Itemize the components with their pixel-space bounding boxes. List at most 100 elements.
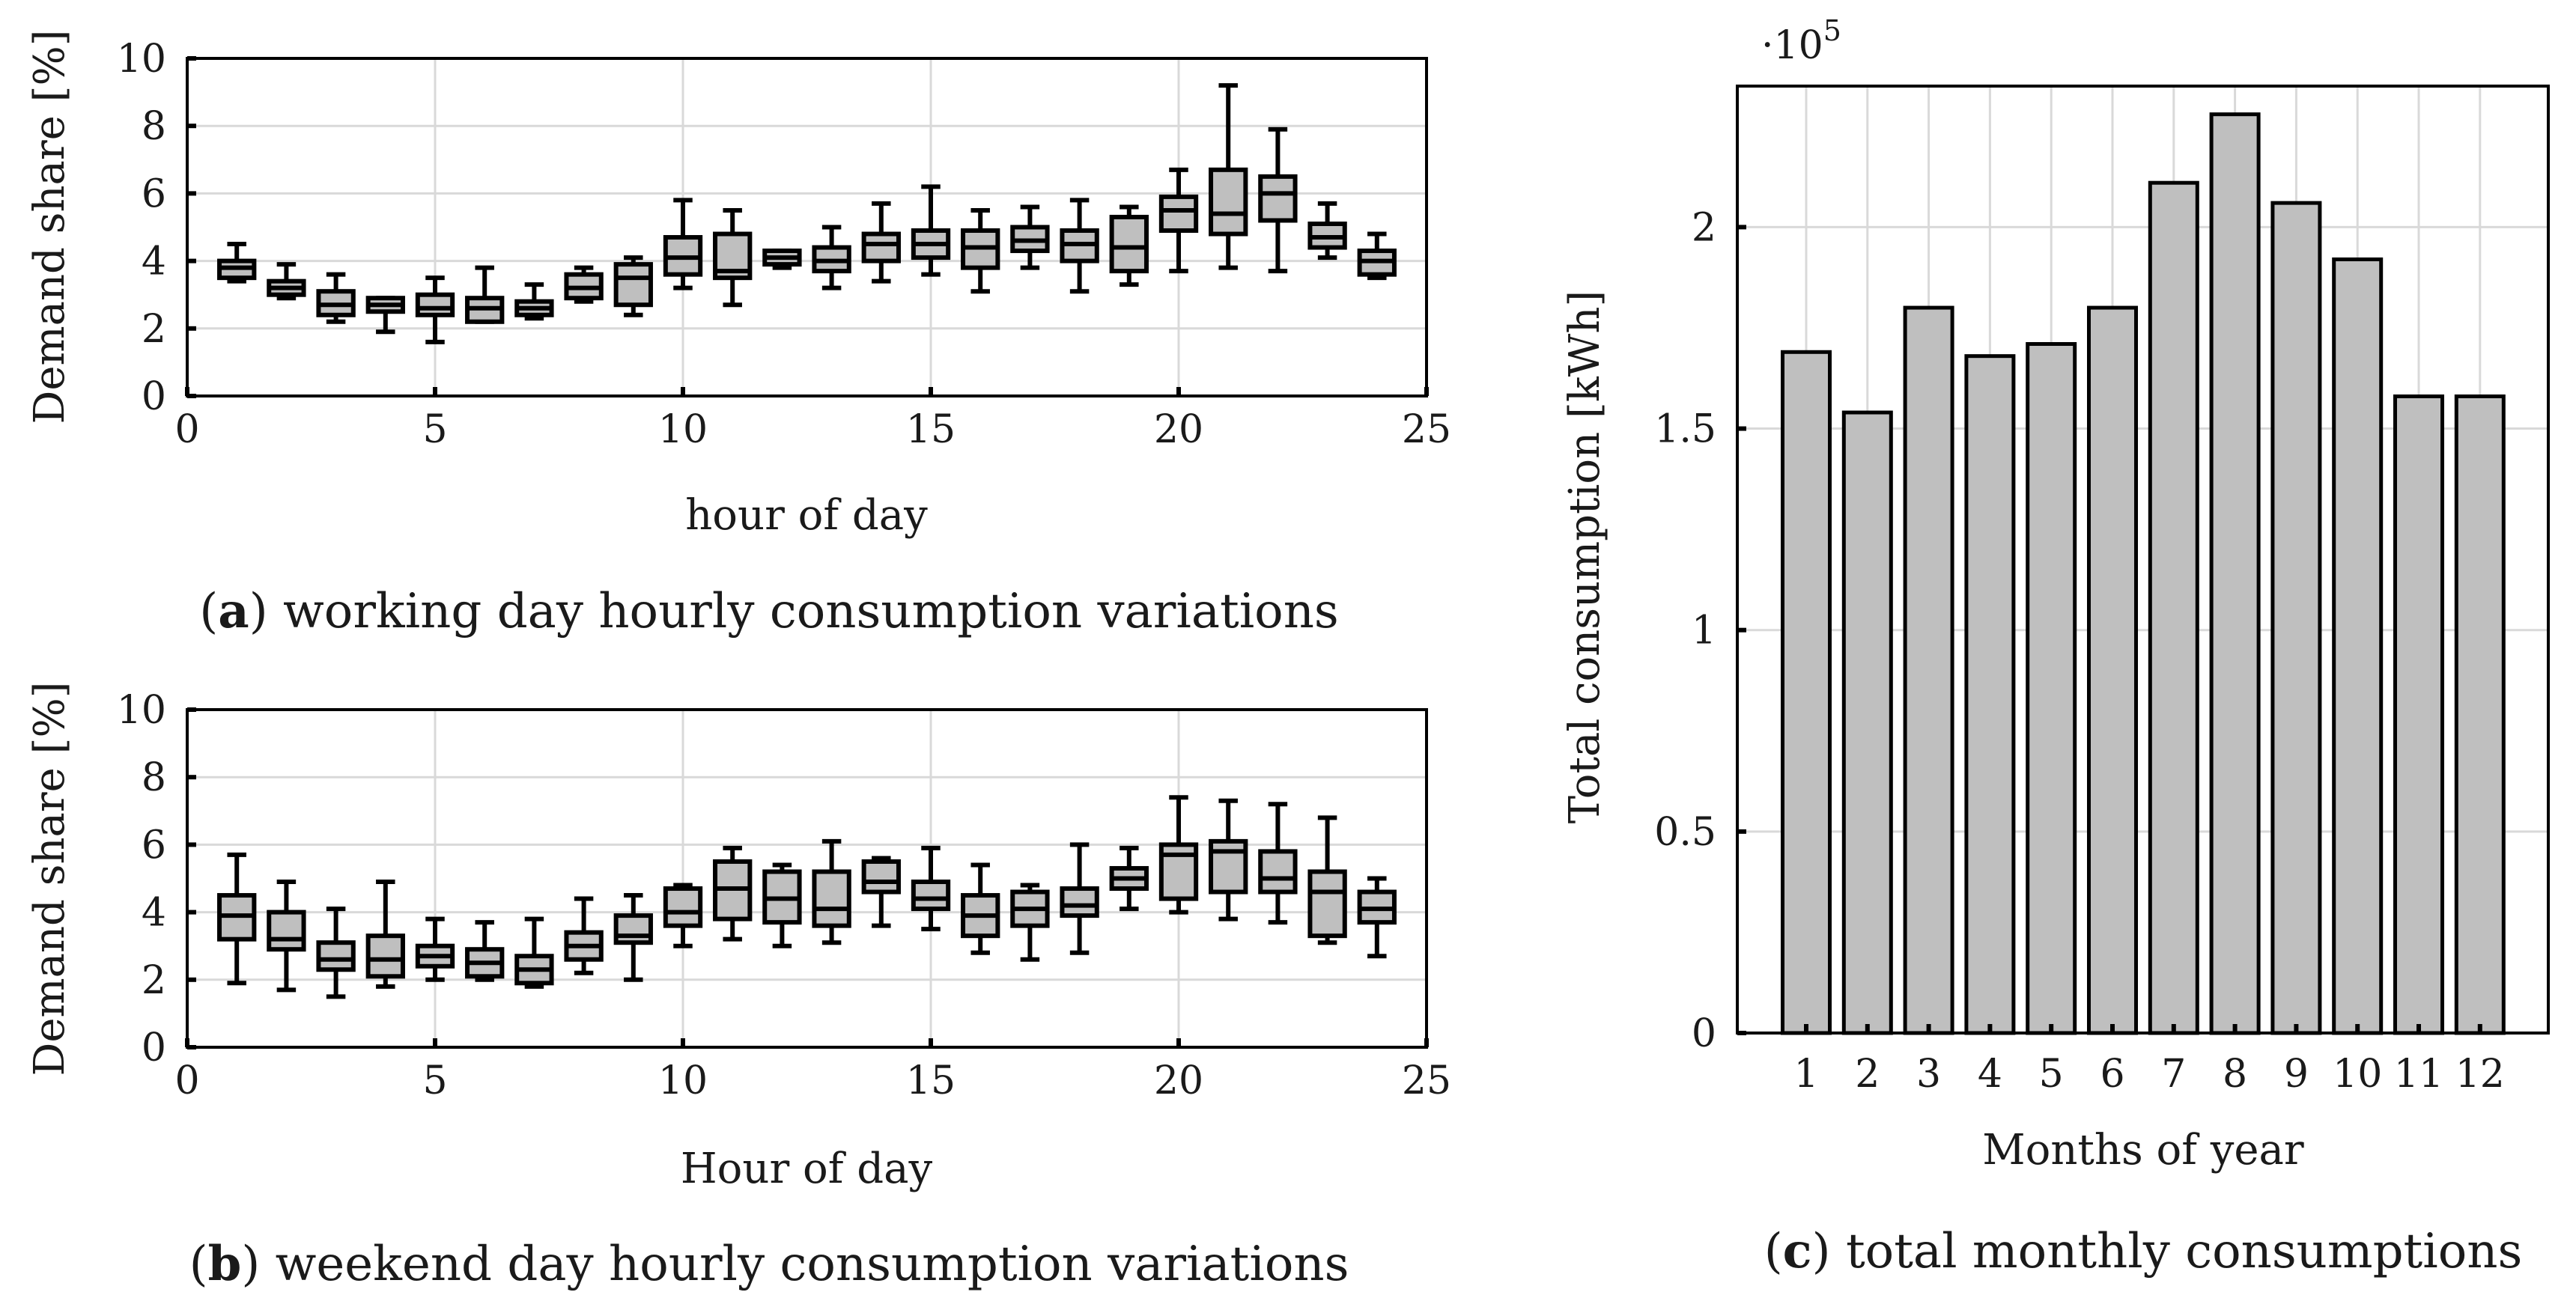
box-hour-7 <box>514 282 554 321</box>
box-hour-1 <box>217 242 257 284</box>
bar-month-1 <box>1781 350 1832 1035</box>
box-hour-8 <box>564 265 604 304</box>
x-tick-label: 10 <box>2333 1052 2382 1097</box>
panel-a-x-label: hour of day <box>685 491 928 540</box>
box-hour-24 <box>1357 876 1397 959</box>
interquartile-box <box>613 913 653 945</box>
interquartile-box <box>1258 849 1298 895</box>
y-tick-label: 8 <box>142 755 166 800</box>
box-hour-9 <box>613 255 653 317</box>
box-hour-2 <box>267 262 306 301</box>
box-hour-6 <box>465 265 505 324</box>
bar-month-7 <box>2148 180 2199 1035</box>
panel-c-caption-text: total monthly consumptions <box>1846 1224 2522 1279</box>
panel-c-y-label: Total consumption [kWh] <box>1561 290 1609 823</box>
panel-a-frame <box>186 57 1428 397</box>
box-hour-19 <box>1109 204 1149 287</box>
panel-c-bars <box>1781 112 2506 1035</box>
x-tick-label: 9 <box>2284 1052 2309 1097</box>
interquartile-box <box>861 231 901 263</box>
interquartile-box <box>861 859 901 895</box>
interquartile-box <box>911 880 951 912</box>
box-hour-6 <box>465 920 505 982</box>
x-tick-label: 6 <box>2100 1052 2124 1097</box>
box-hour-8 <box>564 896 604 975</box>
interquartile-box <box>1209 838 1248 895</box>
x-tick-label: 0 <box>174 407 199 452</box>
box-hour-12 <box>762 862 802 948</box>
y-tick-label: 1 <box>1692 609 1716 653</box>
box-hour-15 <box>911 845 951 932</box>
bar-month-11 <box>2393 394 2444 1035</box>
x-tick-label: 1 <box>1793 1052 1818 1097</box>
y-tick-label: 6 <box>142 171 166 216</box>
panel-c-caption-letter: c <box>1783 1223 1812 1279</box>
x-tick-label: 5 <box>2039 1052 2064 1097</box>
panel-c-scale-exponent: 5 <box>1823 14 1841 47</box>
panel-b-frame <box>186 708 1428 1049</box>
x-tick-label: 4 <box>1978 1052 2002 1097</box>
box-hour-14 <box>861 856 901 928</box>
interquartile-box <box>1158 194 1199 234</box>
x-tick-label: 2 <box>1855 1052 1880 1097</box>
bar-month-2 <box>1841 410 1893 1035</box>
x-tick-label: 12 <box>2455 1052 2505 1097</box>
y-tick-label: 10 <box>117 688 166 733</box>
x-tick-label: 25 <box>1402 407 1451 452</box>
x-tick-label: 10 <box>658 407 708 452</box>
x-tick-label: 20 <box>1154 407 1203 452</box>
box-hour-9 <box>613 893 653 982</box>
interquartile-box <box>1109 214 1149 274</box>
panel-b-caption: (b) weekend day hourly consumption varia… <box>189 1236 1349 1292</box>
x-tick-label: 20 <box>1154 1058 1203 1103</box>
bar-month-4 <box>1964 354 2016 1035</box>
box-hour-17 <box>1010 883 1050 962</box>
box-hour-14 <box>861 201 901 284</box>
y-tick-label: 2 <box>142 307 166 352</box>
box-hour-3 <box>316 272 356 324</box>
y-tick-label: 0 <box>142 374 166 419</box>
panel-a-caption: (a) working day hourly consumption varia… <box>199 583 1339 639</box>
panel-b-caption-text: weekend day hourly consumption variation… <box>276 1237 1349 1292</box>
y-tick-label: 1.5 <box>1654 407 1716 452</box>
box-hour-3 <box>316 907 356 999</box>
interquartile-box <box>415 292 455 317</box>
box-hour-4 <box>365 296 405 335</box>
bar-month-10 <box>2332 257 2384 1035</box>
box-hour-12 <box>762 249 802 270</box>
interquartile-box <box>1060 886 1099 918</box>
box-hour-11 <box>713 207 753 308</box>
panel-a-caption-letter: a <box>218 583 249 639</box>
bar-month-9 <box>2270 201 2322 1035</box>
panel-c-x-label: Months of year <box>1982 1126 2304 1174</box>
interquartile-box <box>316 940 356 972</box>
panel-c-frame <box>1736 85 2550 1035</box>
box-hour-20 <box>1158 167 1199 274</box>
panel-c-caption: (c) total monthly consumptions <box>1764 1223 2523 1279</box>
x-tick-label: 8 <box>2223 1052 2247 1097</box>
box-hour-22 <box>1258 127 1298 274</box>
box-hour-23 <box>1307 815 1347 945</box>
panel-b-boxes <box>217 795 1397 999</box>
interquartile-box <box>663 886 703 928</box>
y-tick-label: 0 <box>1692 1011 1716 1056</box>
y-tick-label: 0 <box>142 1026 166 1070</box>
box-hour-24 <box>1357 231 1397 281</box>
panel-c-ticks: 00.511.521 2 3 4 5 6 7 8 9 10 11 12 <box>1654 205 2505 1097</box>
panel-a-boxes <box>217 83 1397 344</box>
panel-a-caption-text: working day hourly consumption variation… <box>283 584 1339 639</box>
interquartile-box <box>1307 869 1347 939</box>
box-hour-1 <box>217 852 257 986</box>
panel-b-caption-letter: b <box>208 1236 242 1292</box>
panel-c-monthly: 00.511.521 2 3 4 5 6 7 8 9 10 11 12 ·105 Months of … <box>1561 14 2550 1279</box>
box-hour-10 <box>663 883 703 948</box>
box-hour-15 <box>911 184 951 277</box>
box-hour-18 <box>1060 198 1099 294</box>
box-hour-13 <box>812 838 851 945</box>
panel-b-x-label: Hour of day <box>681 1145 933 1193</box>
x-tick-label: 5 <box>422 1058 447 1103</box>
panel-c-scale-label: ·105 <box>1761 14 1841 68</box>
y-tick-label: 2 <box>142 958 166 1003</box>
interquartile-box <box>1258 174 1298 223</box>
